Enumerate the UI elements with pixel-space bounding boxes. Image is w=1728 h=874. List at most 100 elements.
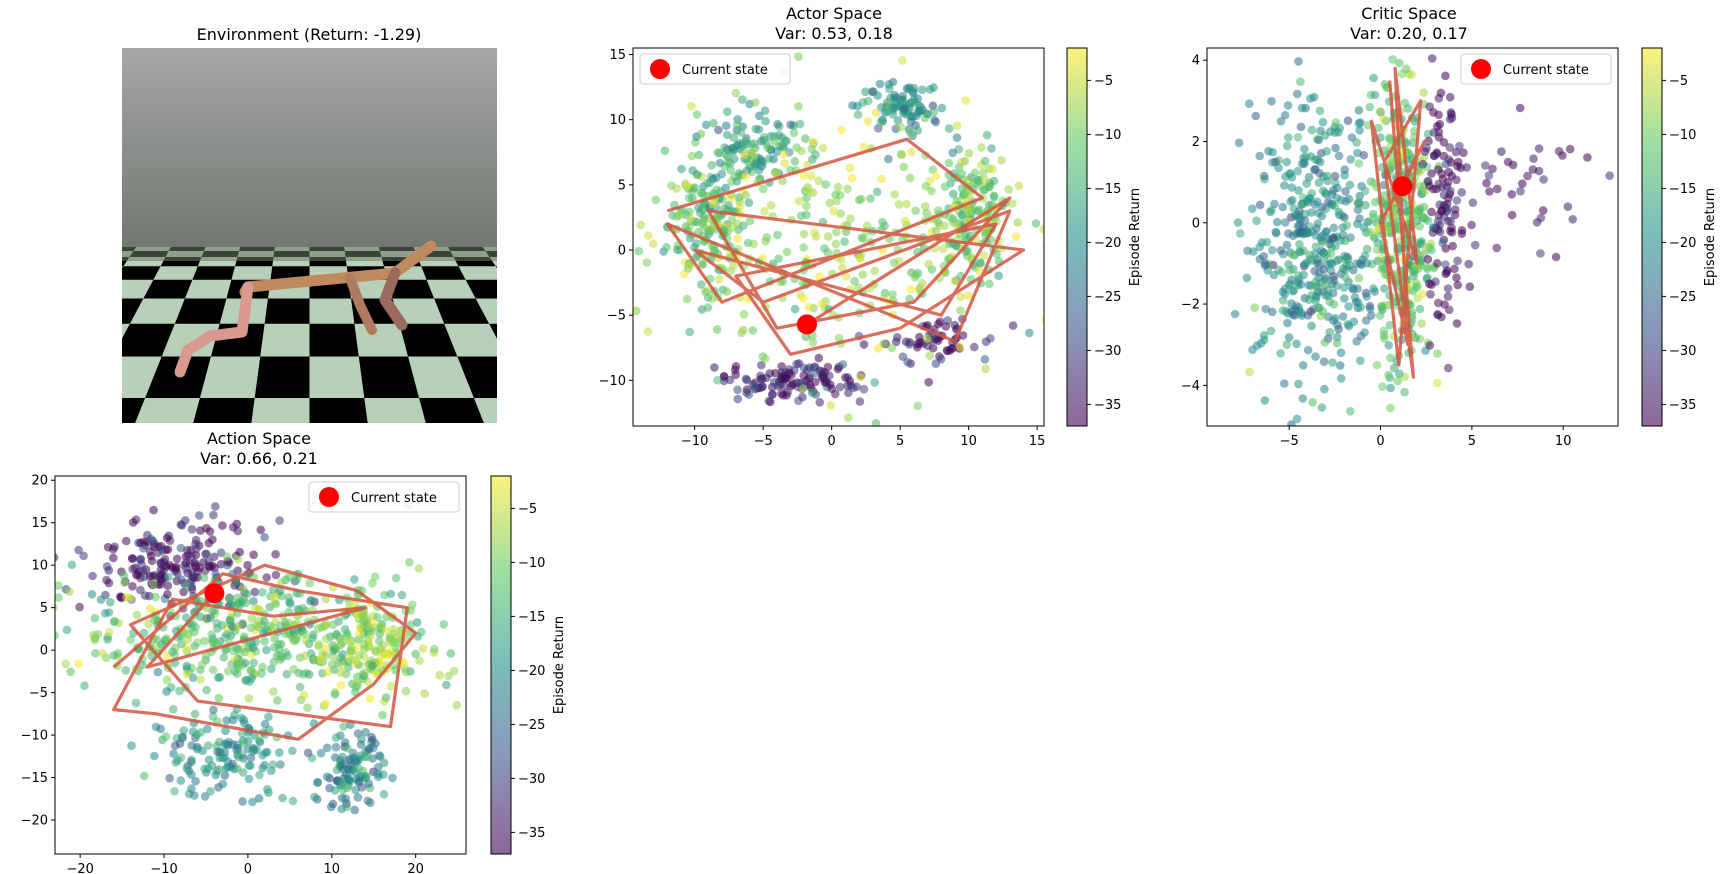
colorbar-tick-label: −35 [1669,398,1696,413]
scatter-point [96,595,106,604]
scatter-point [1342,261,1351,270]
scatter-point [199,573,209,582]
scatter-point [249,596,258,606]
scatter-point [225,616,234,625]
scatter-point [171,562,181,572]
scatter-point [104,578,114,588]
scatter-point [187,770,196,779]
scatter-point [405,557,414,567]
scatter-point [288,796,298,806]
floor-tile [526,257,571,266]
scatter-point [1452,196,1462,205]
actor-colorbar: −5 −10 −15 −20 −25 −30 −35 Episode Return [1066,47,1143,427]
scatter-point [89,630,98,640]
scatter-point [1451,147,1461,157]
floor-tile [1288,511,1506,585]
scatter-point [937,103,947,113]
scatter-point [728,222,737,232]
scatter-point [224,737,233,747]
scatter-point [1488,164,1497,174]
scatter-point [714,125,723,135]
scatter-point [726,159,735,168]
scatter-point [429,644,439,654]
legend-marker [1471,59,1491,79]
scatter-point [878,115,887,124]
scatter-point [771,169,781,178]
scatter-point [956,306,965,315]
scatter-point [940,221,949,230]
scatter-point [1437,312,1446,322]
scatter-point [889,103,898,112]
scatter-point [913,94,922,103]
scatter-point [936,354,946,364]
scatter-point [233,750,242,760]
scatter-point [984,182,993,192]
scatter-point [893,116,903,125]
scatter-point [875,79,885,89]
scatter-point [177,639,186,649]
scatter-point [381,650,391,660]
scatter-point [741,190,751,200]
scatter-point [389,638,398,648]
scatter-point [826,401,836,410]
scatter-point [196,526,205,535]
scatter-point [732,120,742,130]
floor-tile [1506,585,1728,672]
scatter-point [1344,302,1353,311]
sky [122,48,497,247]
scatter-point [698,217,707,227]
scatter-point [1342,221,1352,230]
scatter-point [103,635,112,644]
scatter-point [176,776,186,785]
floor-tile [518,247,556,251]
scatter-point [727,215,737,224]
scatter-point [1375,311,1385,320]
scatter-point [1306,94,1315,103]
scatter-point [181,558,191,568]
actor-points [633,52,1044,426]
scatter-point [1459,148,1468,157]
scatter-point [330,786,340,795]
scatter-point [1310,165,1319,175]
scatter-point [1343,116,1353,125]
floor-tile [1028,324,1147,357]
scatter-point [336,634,346,643]
scatter-point [778,176,787,186]
scatter-point [153,667,163,677]
scatter-point [162,687,171,696]
scatter-point [281,629,290,639]
scatter-point [1317,211,1327,221]
scatter-point [1346,406,1355,416]
x-tick-label: 10 [960,434,977,449]
scatter-point [707,161,716,170]
scatter-point [961,189,971,199]
scatter-point [329,646,338,656]
scatter-point [808,155,817,164]
scatter-point [222,716,231,725]
scatter-point [1271,227,1280,237]
scatter-point [929,83,938,92]
scatter-point [415,656,424,665]
scatter-point [65,587,74,596]
scatter-point [764,396,774,406]
scatter-point [994,271,1003,281]
scatter-point [694,203,703,213]
scatter-point [412,618,422,627]
scatter-point [1370,90,1380,100]
scatter-point [814,176,824,185]
floor-tile [741,449,869,511]
y-tick-label: −10 [599,374,626,389]
scatter-point [856,372,865,382]
scatter-point [979,251,989,260]
y-tick-label: 15 [31,516,48,531]
scatter-point [1311,352,1320,361]
scatter-point [244,761,254,770]
scatter-point [121,536,131,546]
scatter-point [1445,143,1454,152]
scatter-point [859,384,869,394]
scatter-point [884,154,893,164]
scatter-point [1370,233,1379,243]
scatter-point [256,525,266,535]
y-tick-label: 0 [618,244,626,259]
scatter-point [748,148,757,158]
